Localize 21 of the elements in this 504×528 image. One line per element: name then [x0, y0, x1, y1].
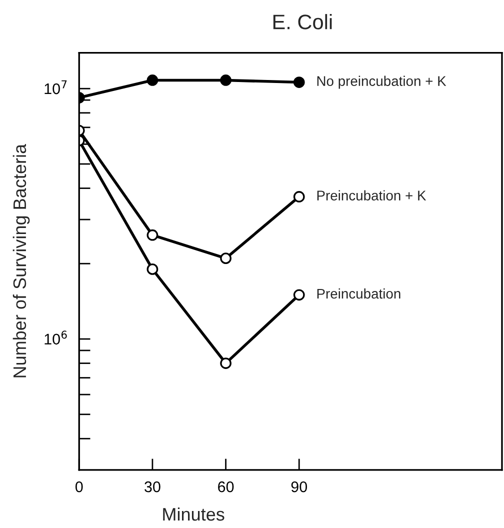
series-label: Preincubation: [317, 288, 400, 299]
point: [293, 76, 305, 88]
x-axis-title: Minutes: [163, 507, 224, 521]
series-label: Preincubation + K: [317, 190, 426, 200]
point: [220, 252, 232, 264]
x-tick-label: 90: [291, 481, 308, 492]
series-label: No preincubation + K: [317, 76, 446, 89]
chart-title: E. Coli: [273, 14, 332, 30]
point: [146, 74, 158, 86]
x-tick-label: 30: [144, 481, 160, 492]
point: [146, 264, 158, 275]
x-tick-label: 60: [218, 481, 234, 492]
y-axis-title: Number of Surviving Bacteria: [12, 144, 30, 378]
y-tick-label: 10$^{7}$: [44, 80, 67, 94]
y-tick-label: 10$^{6}$: [44, 330, 67, 345]
x-tick-label: 0: [75, 481, 83, 492]
point: [220, 358, 232, 369]
point: [293, 289, 305, 301]
point: [220, 74, 232, 86]
point: [293, 191, 305, 202]
point: [146, 229, 158, 241]
